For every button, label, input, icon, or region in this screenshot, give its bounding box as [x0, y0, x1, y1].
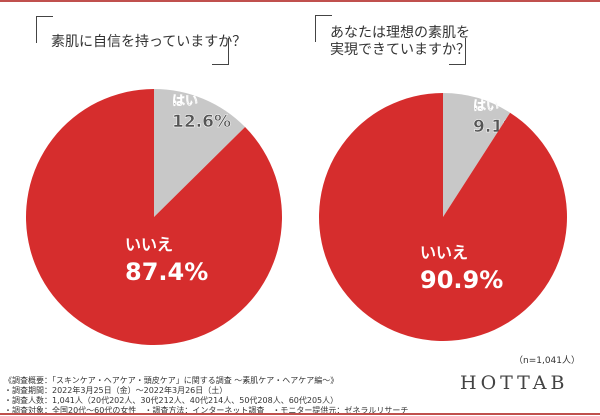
footnotes: 《調査概要：「スキンケア・ヘアケア・頭皮ケア」に関する調査 ～素肌ケア・ヘアケア… — [4, 376, 408, 416]
footnote: 《調査概要：「スキンケア・ヘアケア・頭皮ケア」に関する調査 ～素肌ケア・ヘアケア… — [4, 376, 339, 385]
chart2-title-line1: あなたは理想の素肌を — [330, 25, 470, 41]
sample-size: （n=1,041人） — [513, 356, 580, 366]
pie1-yes-label: はい — [172, 94, 198, 109]
title-bracket-open — [36, 16, 53, 43]
title-bracket-close — [449, 38, 466, 65]
footnote: ・調査人数：1,041人（20代202人、30代212人、40代214人、50代… — [4, 396, 339, 405]
chart1-title: 素肌に自信を持っていますか？ — [51, 34, 247, 50]
title-bracket-close — [212, 38, 229, 65]
pie2-no-label: いいえ — [420, 243, 468, 262]
pie2-no-value: 90.9% — [420, 266, 503, 294]
pie2-slice-yes — [443, 93, 511, 217]
bottom-rule — [0, 413, 600, 415]
chart2-title: あなたは理想の素肌を 実現できていますか？ — [330, 25, 470, 59]
pie2-yes-label: はい — [473, 99, 499, 114]
chart2-title-line2: 実現できていますか？ — [330, 42, 470, 58]
footnote: ・調査対象：全国20代～60代の女性 ・調査方法：インターネット調査 ・モニター… — [4, 406, 409, 415]
title-bracket-open — [315, 15, 332, 42]
footnote: ・調査期間：2022年3月25日（金）～2022年3月26日（土） — [4, 386, 228, 395]
pie2-slice-no — [319, 93, 567, 341]
top-rule — [0, 0, 600, 2]
pie1-slice-no — [25, 89, 282, 345]
pie1-no-value: 87.4% — [125, 258, 208, 286]
hottab-logo: HOTTAB — [460, 372, 569, 394]
pie1-no-label: いいえ — [125, 235, 173, 254]
pie1-slice-yes — [154, 89, 246, 217]
pie1-yes-value: 12.6% — [172, 112, 231, 132]
